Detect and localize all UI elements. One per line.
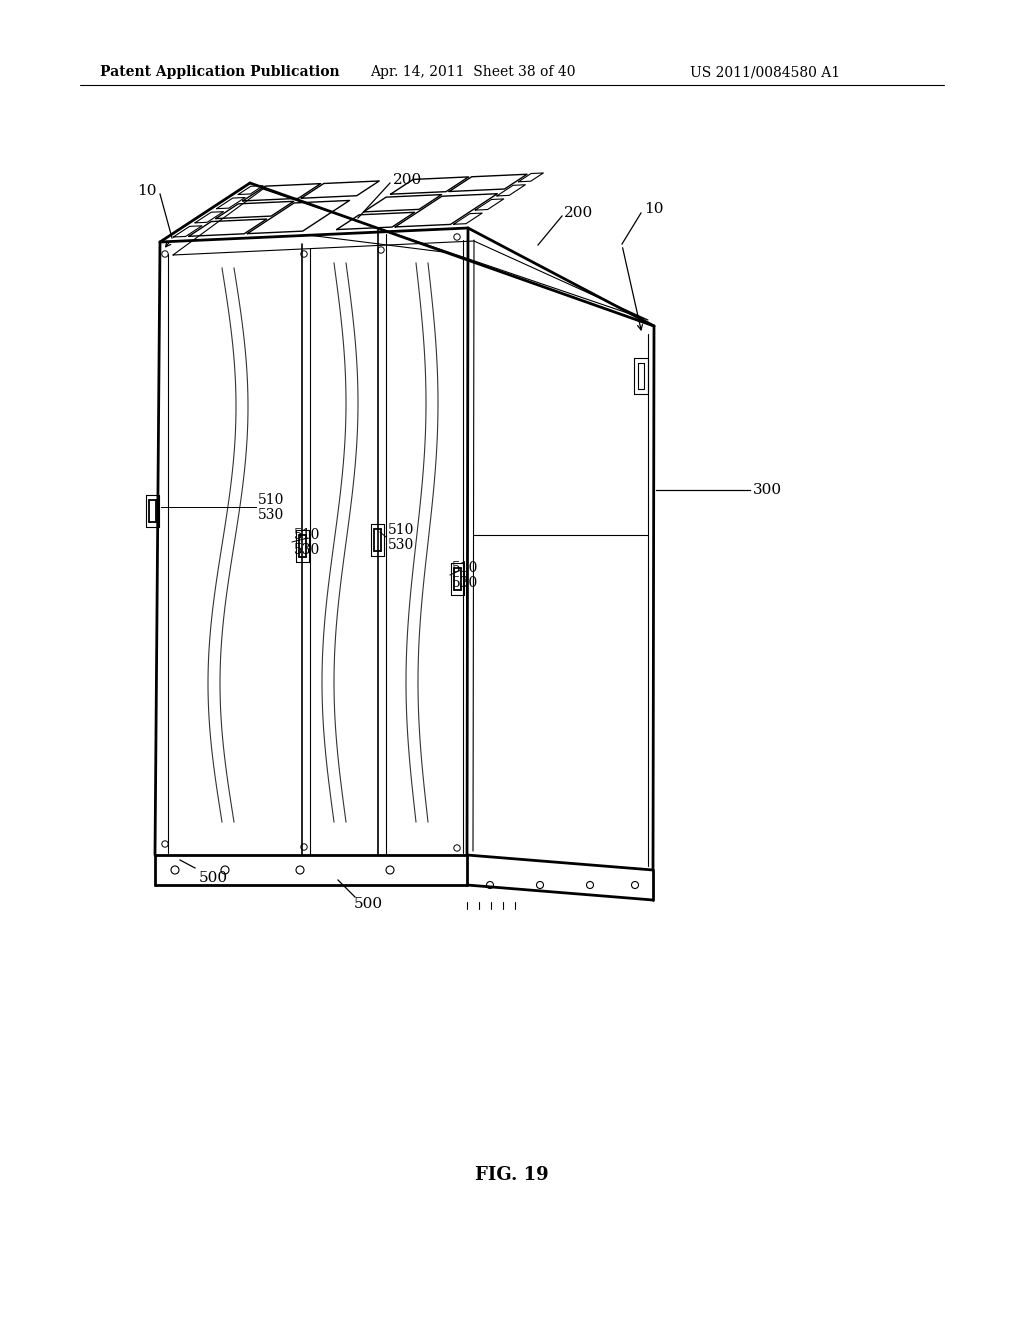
- Text: 10: 10: [137, 183, 157, 198]
- Text: Apr. 14, 2011  Sheet 38 of 40: Apr. 14, 2011 Sheet 38 of 40: [370, 65, 575, 79]
- Text: 10: 10: [644, 202, 664, 216]
- Text: 530: 530: [388, 539, 415, 552]
- Text: 510: 510: [294, 528, 321, 543]
- Text: 500: 500: [353, 898, 383, 911]
- Text: 500: 500: [199, 871, 227, 884]
- Text: 200: 200: [564, 206, 593, 220]
- Text: US 2011/0084580 A1: US 2011/0084580 A1: [690, 65, 840, 79]
- Text: 510: 510: [452, 561, 478, 576]
- Text: 200: 200: [393, 173, 422, 187]
- Text: 530: 530: [452, 576, 478, 590]
- Text: 530: 530: [258, 508, 285, 521]
- Text: FIG. 19: FIG. 19: [475, 1166, 549, 1184]
- Text: Patent Application Publication: Patent Application Publication: [100, 65, 340, 79]
- Text: 300: 300: [753, 483, 782, 498]
- Text: 530: 530: [294, 543, 321, 557]
- Text: 510: 510: [258, 492, 285, 507]
- Text: 510: 510: [388, 523, 415, 537]
